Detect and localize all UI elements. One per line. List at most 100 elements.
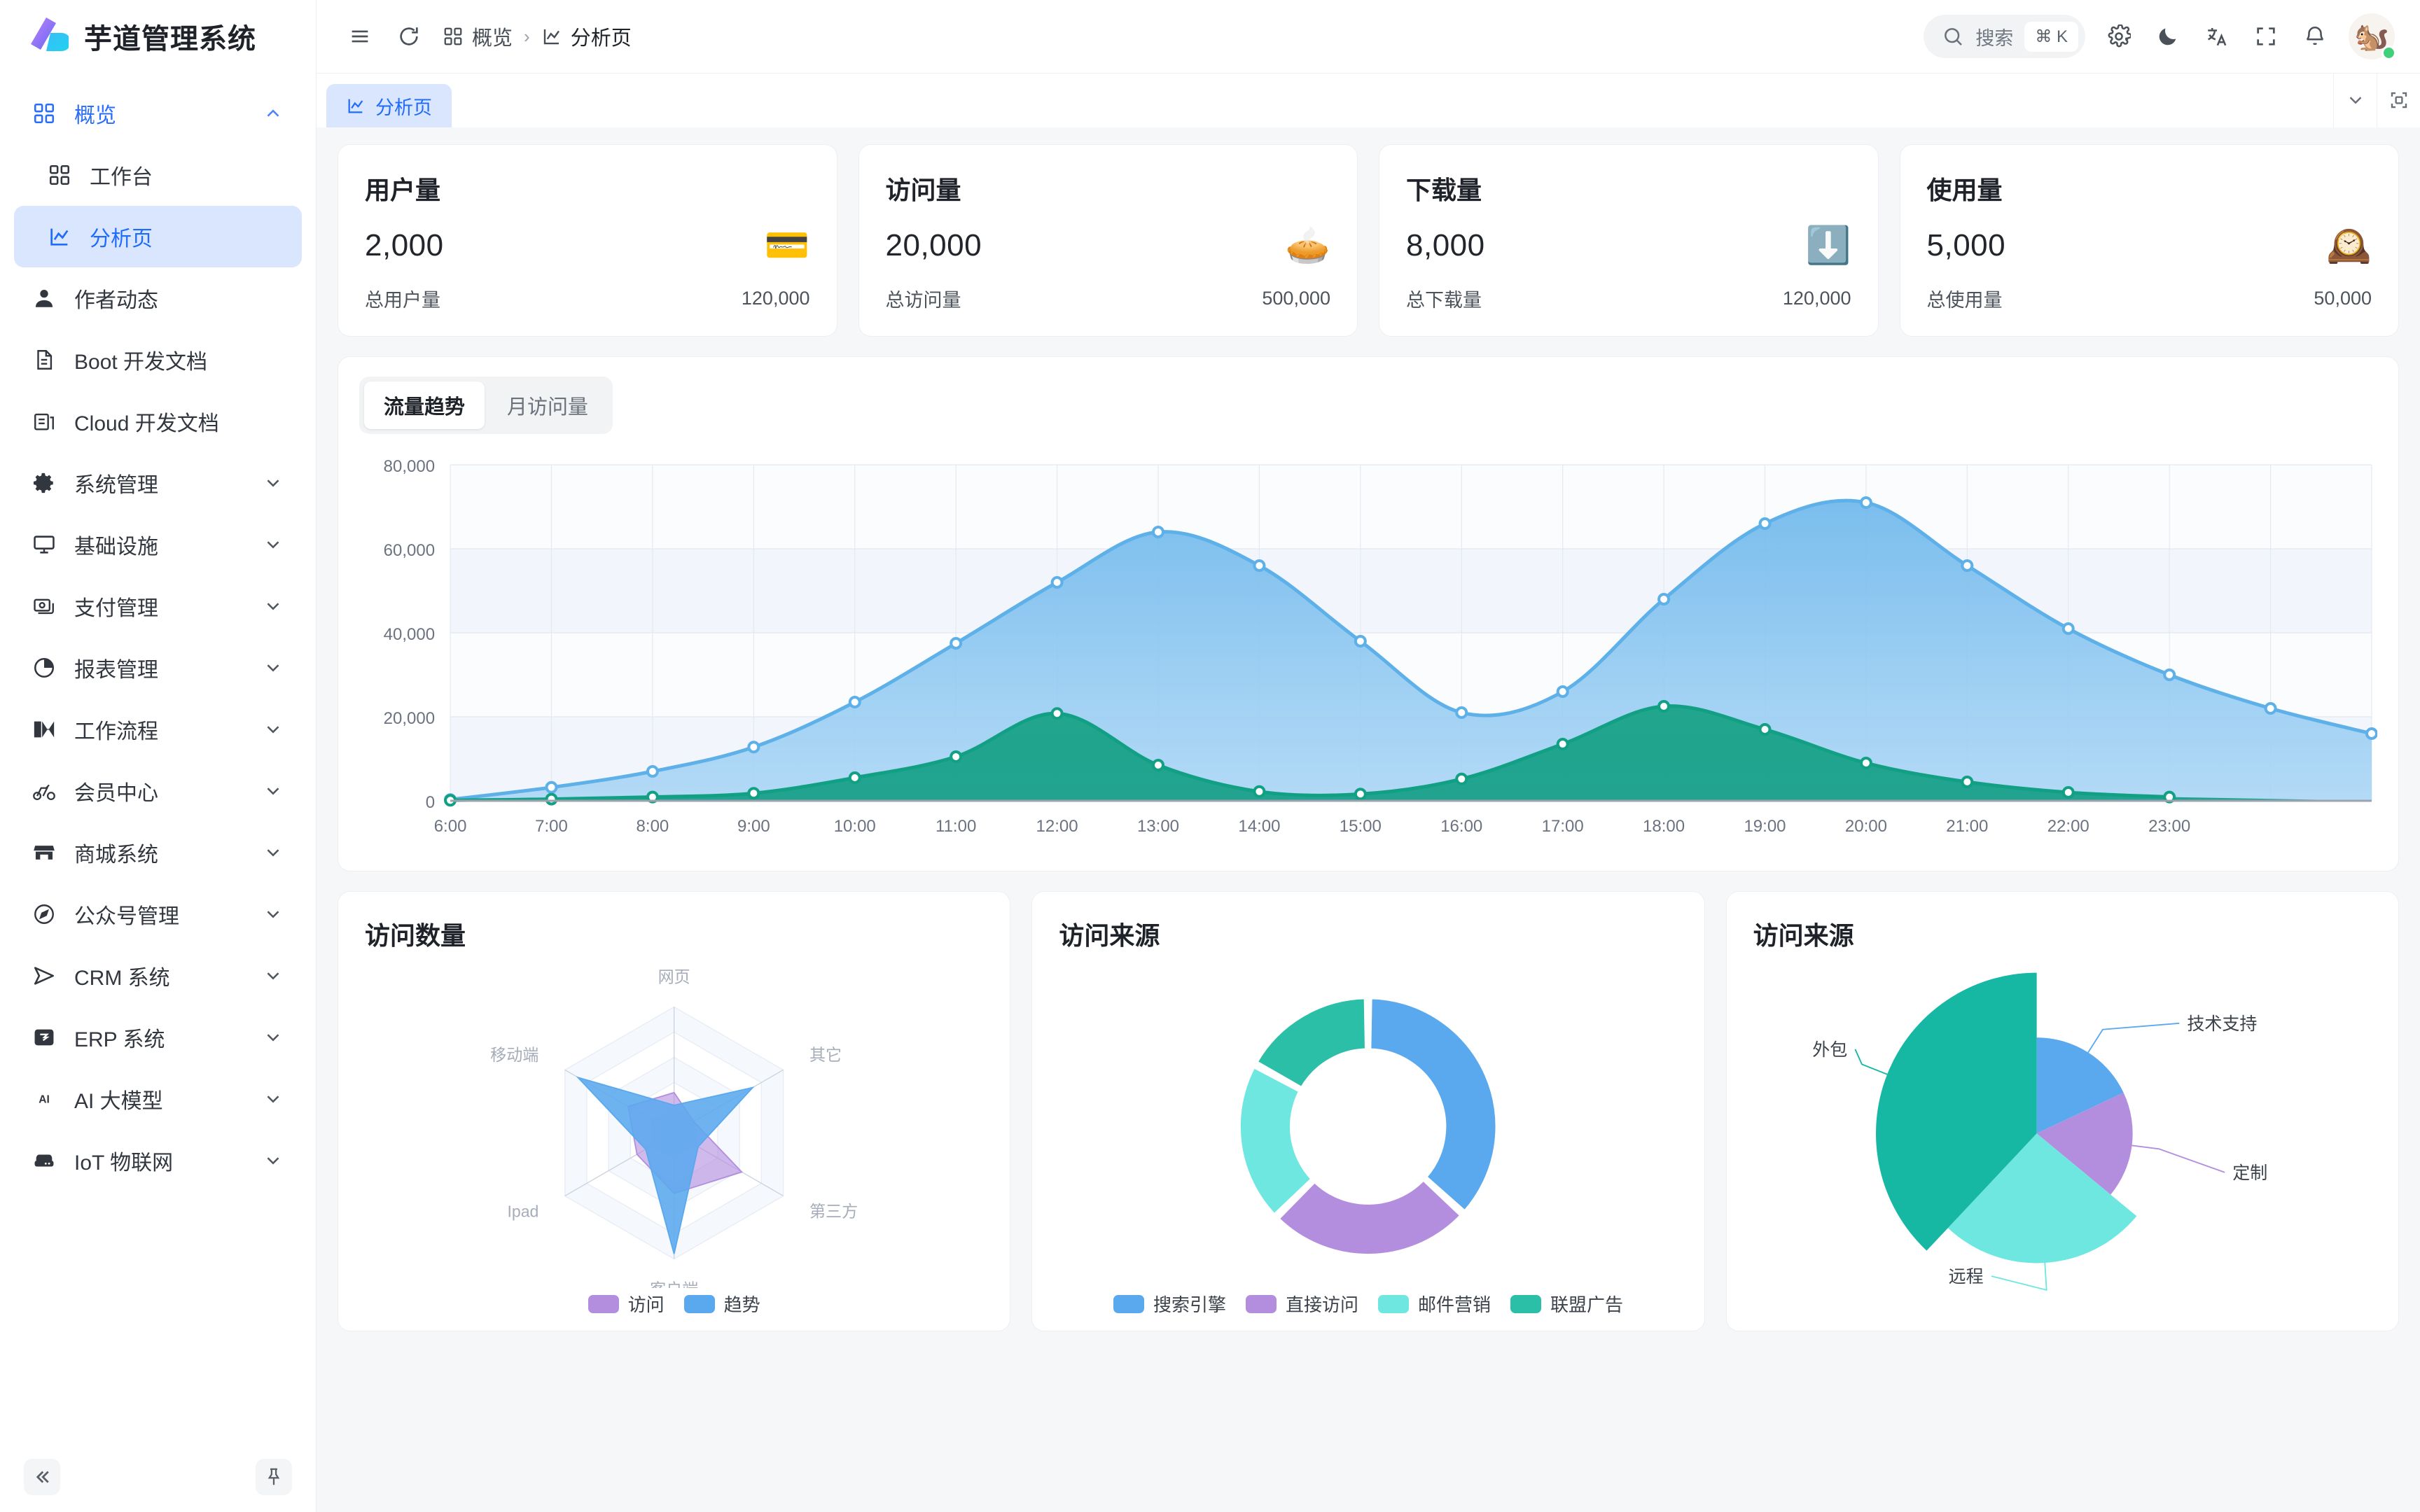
legend-item[interactable]: 直接访问 [1245, 1291, 1358, 1317]
chevron-down-icon [2345, 90, 2366, 111]
sidebar-footer [0, 1442, 316, 1512]
sidebar-item-system[interactable]: 系统管理 [14, 452, 302, 514]
main-area: 概览 › 分析页 搜索 ⌘ K [317, 0, 2420, 1512]
search-icon [1942, 25, 1964, 48]
panel-title: 访问来源 [1753, 921, 1854, 950]
svg-text:6:00: 6:00 [434, 817, 467, 836]
avatar[interactable]: 🐿️ [2349, 13, 2396, 60]
grid-icon [46, 162, 73, 188]
breadcrumb-item-overview[interactable]: 概览 [443, 22, 513, 51]
sidebar-item-ai[interactable]: AI AI 大模型 [14, 1068, 302, 1130]
stat-title: 用户量 [365, 176, 441, 204]
tab-dropdown-button[interactable] [2333, 73, 2377, 127]
radar-panel: 访问数量 网页其它第三方客户端 Ipad 移动端 访问 趋势 [338, 891, 1011, 1331]
pie-emoji-icon: 🥧 [1285, 225, 1330, 266]
server-icon [31, 1147, 57, 1174]
hamburger-icon[interactable] [345, 21, 375, 52]
svg-text:定制: 定制 [2232, 1163, 2267, 1183]
legend-label: 趋势 [723, 1294, 760, 1315]
sidebar-item-mall[interactable]: 商城系统 [14, 822, 302, 883]
sidebar-item-member[interactable]: 会员中心 [14, 760, 302, 822]
chart-icon [541, 26, 562, 47]
grid-icon [443, 26, 464, 47]
breadcrumb-separator: › [524, 25, 530, 47]
tab-label: 分析页 [375, 97, 432, 118]
expand-icon [2388, 90, 2409, 111]
chevron-down-icon [263, 472, 284, 493]
tab-analysis[interactable]: 分析页 [326, 84, 452, 127]
sidebar-item-cloud-docs[interactable]: Cloud 开发文档 [14, 391, 302, 452]
content-fullscreen-button[interactable] [2377, 73, 2420, 127]
panel-title: 访问来源 [1059, 921, 1160, 950]
sidebar-collapse-button[interactable] [24, 1459, 60, 1495]
analysis-panels: 访问数量 网页其它第三方客户端 Ipad 移动端 访问 趋势 [338, 891, 2399, 1331]
fullscreen-icon[interactable] [2251, 21, 2281, 52]
legend-item[interactable]: 联盟广告 [1510, 1291, 1623, 1317]
svg-text:其它: 其它 [809, 1046, 842, 1064]
svg-text:8:00: 8:00 [637, 817, 669, 836]
svg-text:22:00: 22:00 [2047, 817, 2089, 836]
sidebar-item-overview[interactable]: 概览 [14, 83, 302, 144]
stat-value: 8,000 [1406, 228, 1485, 262]
legend-item[interactable]: 搜索引擎 [1113, 1291, 1226, 1317]
sidebar-item-analysis[interactable]: 分析页 [14, 206, 302, 267]
legend-label: 直接访问 [1285, 1294, 1358, 1315]
sidebar-item-payment[interactable]: 支付管理 [14, 575, 302, 637]
legend-swatch [1113, 1294, 1144, 1313]
trend-tab-flow[interactable]: 流量趋势 [364, 382, 485, 429]
traffic-trend-chart: 0 20,000 40,000 60,000 80,000 6:00 7:00 8:00 9:0… [359, 451, 2377, 857]
sidebar-item-workbench[interactable]: 工作台 [14, 144, 302, 206]
trend-tab-monthly[interactable]: 月访问量 [507, 396, 589, 419]
stat-foot-label: 总访问量 [885, 290, 961, 311]
legend-item[interactable]: 趋势 [683, 1291, 760, 1317]
sidebar-item-infrastructure[interactable]: 基础设施 [14, 514, 302, 575]
svg-text:20,000: 20,000 [384, 709, 435, 728]
search-input[interactable]: 搜索 ⌘ K [1924, 15, 2085, 58]
sidebar-item-boot-docs[interactable]: Boot 开发文档 [14, 329, 302, 391]
sidebar-item-report[interactable]: 报表管理 [14, 637, 302, 699]
stat-foot-label: 总用户量 [365, 290, 440, 311]
gear-icon[interactable] [2103, 21, 2134, 52]
svg-text:20:00: 20:00 [1845, 817, 1887, 836]
stat-main: 5,000 🕰️ [1927, 227, 2372, 264]
tab-bar-actions [2333, 73, 2420, 127]
stat-main: 8,000 ⬇️ [1406, 227, 1851, 264]
trend-tabs: 流量趋势 月访问量 [359, 377, 613, 434]
stat-footer: 总使用量 50,000 [1927, 285, 2372, 312]
svg-text:Ipad: Ipad [507, 1202, 538, 1220]
legend-item[interactable]: 邮件营销 [1377, 1291, 1491, 1317]
breadcrumb-label: 分析页 [570, 27, 632, 50]
svg-text:12:00: 12:00 [1036, 817, 1078, 836]
translate-icon[interactable] [2202, 21, 2232, 52]
sidebar-item-erp[interactable]: ERP 系统 [14, 1007, 302, 1068]
sidebar-pin-button[interactable] [256, 1459, 292, 1495]
stat-title: 使用量 [1926, 176, 2003, 204]
sidebar-item-label: 报表管理 [74, 659, 158, 682]
bell-icon[interactable] [2300, 21, 2330, 52]
sidebar-item-workflow[interactable]: 工作流程 [14, 699, 302, 760]
moon-icon[interactable] [2153, 21, 2183, 52]
sidebar-item-author-news[interactable]: 作者动态 [14, 267, 302, 329]
chevron-down-icon [263, 596, 284, 617]
logo-row[interactable]: 芋道管理系统 [0, 0, 316, 73]
legend-item[interactable]: 访问 [587, 1291, 665, 1317]
download-icon: ⬇️ [1805, 225, 1851, 266]
svg-text:外包: 外包 [1812, 1040, 1847, 1060]
flow-icon [31, 716, 57, 743]
sidebar-item-iot[interactable]: IoT 物联网 [14, 1130, 302, 1191]
tab-bar: 分析页 [317, 73, 2420, 127]
sidebar-item-official-account[interactable]: 公众号管理 [14, 883, 302, 945]
chevron-down-icon [263, 780, 284, 802]
chevron-down-icon [263, 904, 284, 925]
chevron-down-icon [263, 1150, 284, 1171]
sidebar-item-crm[interactable]: CRM 系统 [14, 945, 302, 1007]
stat-foot-value: 120,000 [741, 288, 810, 309]
legend-label: 搜索引擎 [1153, 1294, 1226, 1315]
svg-text:移动端: 移动端 [490, 1046, 538, 1064]
refresh-icon[interactable] [394, 21, 424, 52]
send-icon [31, 962, 57, 989]
svg-text:AI: AI [39, 1094, 50, 1106]
radar-legend: 访问 趋势 [365, 1291, 983, 1317]
breadcrumb-item-analysis[interactable]: 分析页 [541, 22, 632, 51]
sidebar-item-label: 公众号管理 [74, 905, 179, 928]
